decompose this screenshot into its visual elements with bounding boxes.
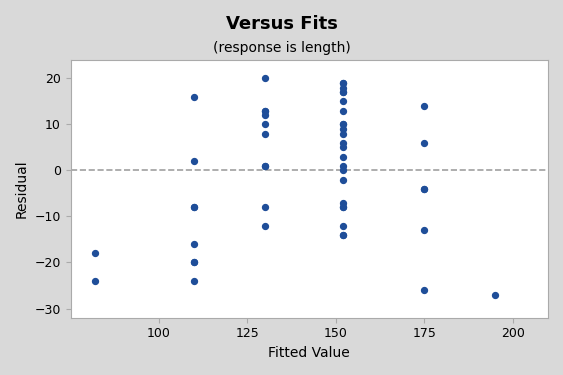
Point (420, 140, 429, 146)
Point (261, 223, 270, 229)
Point (190, 241, 199, 247)
Point (338, 154, 347, 160)
Point (190, 158, 199, 164)
Point (190, 94, 199, 100)
Text: Versus Fits: Versus Fits (226, 15, 337, 33)
Point (261, 108, 270, 114)
Point (261, 204, 270, 210)
Point (420, 186, 429, 192)
Point (420, 103, 429, 109)
Point (338, 126, 347, 132)
Point (261, 108, 270, 114)
Point (338, 140, 347, 146)
Point (338, 144, 347, 150)
Point (338, 177, 347, 183)
Point (261, 75, 270, 81)
Point (338, 223, 347, 229)
Point (420, 227, 429, 233)
Point (338, 80, 347, 86)
Point (338, 130, 347, 136)
X-axis label: Fitted Value: Fitted Value (269, 346, 350, 360)
Point (190, 204, 199, 210)
Point (338, 232, 347, 238)
Point (338, 85, 347, 91)
Point (261, 163, 270, 169)
Point (338, 163, 347, 169)
Point (420, 186, 429, 192)
Point (338, 80, 347, 86)
Point (490, 292, 499, 298)
Point (261, 163, 270, 169)
Point (338, 204, 347, 210)
Point (338, 98, 347, 104)
Point (190, 260, 199, 266)
Point (261, 112, 270, 118)
Y-axis label: Residual: Residual (15, 159, 29, 218)
Point (338, 232, 347, 238)
Point (261, 122, 270, 128)
Point (91, 278, 100, 284)
Point (338, 89, 347, 95)
Point (338, 108, 347, 114)
Point (338, 204, 347, 210)
Point (338, 168, 347, 174)
Point (190, 278, 199, 284)
Point (261, 130, 270, 136)
Text: (response is length): (response is length) (213, 41, 350, 55)
Point (338, 122, 347, 128)
Point (338, 122, 347, 128)
Point (91, 250, 100, 256)
Point (338, 200, 347, 206)
Point (420, 287, 429, 293)
Point (190, 260, 199, 266)
Point (190, 204, 199, 210)
Point (338, 89, 347, 95)
